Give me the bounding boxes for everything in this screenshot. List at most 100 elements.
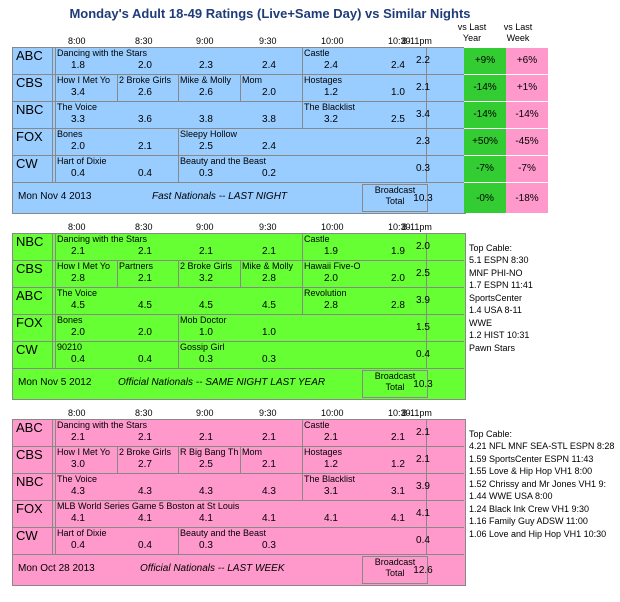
time-slot-header: 10:30 <box>388 36 411 46</box>
top-cable-item: 1.24 Black Ink Crew VH1 9:30 <box>469 503 590 514</box>
show-name: Mom <box>242 447 262 457</box>
show-divider <box>55 473 56 500</box>
show-divider <box>240 74 241 101</box>
vs-week-value: -7% <box>518 163 536 174</box>
row-divider <box>12 47 464 48</box>
show-name: The Voice <box>57 474 98 484</box>
rating-value: 3.3 <box>71 114 85 125</box>
show-divider <box>302 287 303 314</box>
time-slot-header: 10:00 <box>321 408 344 418</box>
rating-value: 0.3 <box>199 168 213 179</box>
show-name: Mob Doctor <box>180 315 227 325</box>
rating-value: 2.4 <box>262 141 276 152</box>
rating-value: 2.1 <box>71 432 85 443</box>
show-divider <box>117 74 118 101</box>
vs-week-cell <box>506 128 548 156</box>
time-slot-header: 10:00 <box>321 222 344 232</box>
top-cable-item: 1.2 HIST 10:31 <box>469 330 530 340</box>
rating-value: 1.0 <box>199 327 213 338</box>
column-divider <box>426 527 427 554</box>
total-value: 3.4 <box>416 109 430 120</box>
network-label: FOX <box>16 315 43 330</box>
column-divider <box>426 314 427 341</box>
row-divider <box>12 473 464 474</box>
network-divider <box>52 74 53 101</box>
time-slot-header: 10:00 <box>321 36 344 46</box>
column-divider <box>426 473 427 500</box>
rating-value: 2.6 <box>199 87 213 98</box>
column-divider <box>426 500 427 527</box>
rating-value: 2.1 <box>391 432 405 443</box>
top-cable-item: 5.1 ESPN 8:30 <box>469 255 529 265</box>
total-value: 2.2 <box>416 55 430 66</box>
column-divider <box>426 341 427 368</box>
total-value: 2.1 <box>416 427 430 438</box>
rating-value: 4.3 <box>199 486 213 497</box>
top-cable-item: 1.16 Family Guy ADSW 11:00 <box>469 516 588 526</box>
rating-value: 4.1 <box>71 513 85 524</box>
network-divider <box>52 128 53 155</box>
total-value: 2.3 <box>416 136 430 147</box>
rating-value: 4.5 <box>71 300 85 311</box>
show-divider <box>302 74 303 101</box>
show-name: Castle <box>304 48 330 58</box>
network-label: CBS <box>16 447 43 462</box>
show-divider <box>55 341 56 368</box>
show-divider <box>55 419 56 446</box>
rating-value: 1.2 <box>324 87 338 98</box>
rating-value: 2.0 <box>262 87 276 98</box>
total-value: 1.5 <box>416 322 430 333</box>
column-divider <box>426 74 427 101</box>
vs-week-cell <box>506 74 548 102</box>
rating-value: 2.4 <box>324 60 338 71</box>
rating-value: 4.3 <box>71 486 85 497</box>
total-value: 2.5 <box>416 268 430 279</box>
show-divider <box>55 128 56 155</box>
rating-value: 2.1 <box>199 246 213 257</box>
show-name: Castle <box>304 420 330 430</box>
row-divider <box>12 446 464 447</box>
network-divider <box>52 446 53 473</box>
bt-week-value: -18% <box>515 193 539 204</box>
rating-value: 4.1 <box>262 513 276 524</box>
rating-value: 1.2 <box>324 459 338 470</box>
show-name: Castle <box>304 234 330 244</box>
top-cable-item: 1.52 Chrissy and Mr Jones VH1 9: <box>469 478 607 489</box>
show-name: 2 Broke Girls <box>119 75 172 85</box>
total-value: 3.9 <box>416 295 430 306</box>
time-slot-header: 9:00 <box>196 222 214 232</box>
rating-value: 0.2 <box>262 168 276 179</box>
rating-value: 2.1 <box>138 246 152 257</box>
network-label: CW <box>16 156 38 171</box>
show-name: 2 Broke Girls <box>119 447 172 457</box>
rating-value: 2.5 <box>199 459 213 470</box>
bt-year-value: -0% <box>476 193 494 204</box>
row-divider <box>12 419 464 420</box>
show-divider <box>178 446 179 473</box>
rating-value: 2.3 <box>199 60 213 71</box>
vs-year-value: -14% <box>473 109 497 120</box>
top-cable-title: Top Cable: <box>469 243 513 253</box>
network-label: ABC <box>16 48 43 63</box>
top-cable-item: 1.06 Love and Hip Hop VH1 10:30 <box>469 528 607 539</box>
vs-year-cell <box>464 47 506 75</box>
rating-value: 2.1 <box>138 141 152 152</box>
show-divider <box>302 47 303 74</box>
show-divider <box>117 260 118 287</box>
top-cable-item: MNF PHI-NO <box>469 267 523 278</box>
show-divider <box>302 233 303 260</box>
top-cable-item: 1.44 WWE USA 8:00 <box>469 491 553 501</box>
row-divider <box>12 233 464 234</box>
network-divider <box>52 314 53 341</box>
rating-value: 3.8 <box>199 114 213 125</box>
rating-value: 0.3 <box>262 354 276 365</box>
rating-value: 2.0 <box>71 141 85 152</box>
rating-value: 2.7 <box>138 459 152 470</box>
time-slot-header: 9:30 <box>259 36 277 46</box>
top-cable-item: WWE <box>469 317 492 328</box>
network-label: NBC <box>16 474 44 489</box>
row-divider <box>12 287 464 288</box>
total-value: 0.4 <box>416 535 430 546</box>
show-name: Hostages <box>304 447 343 457</box>
show-name: The Voice <box>57 102 98 112</box>
